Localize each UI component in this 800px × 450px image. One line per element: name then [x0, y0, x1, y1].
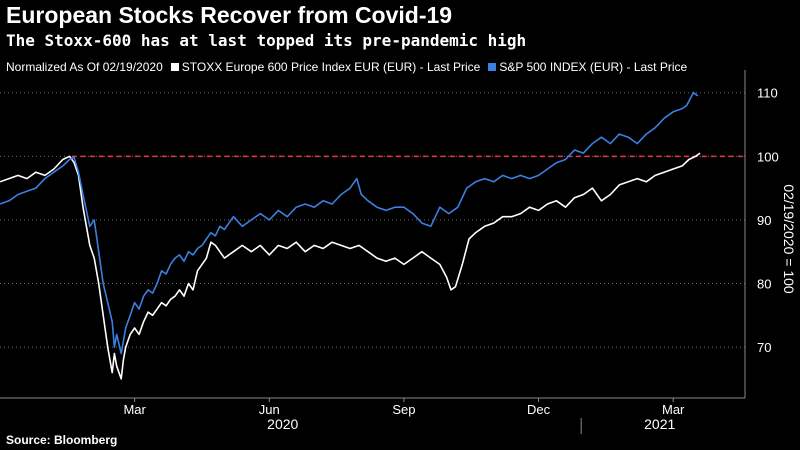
- x-tick-label-0: Mar: [123, 402, 146, 417]
- y-axis-label: 02/19/2020 = 100: [781, 184, 797, 294]
- y-tick-label-80: 80: [757, 277, 771, 292]
- year-label-2020: 2020: [267, 416, 298, 432]
- legend-swatch-stoxx: [170, 63, 179, 71]
- legend-swatch-sp500: [488, 63, 497, 71]
- x-tick-label-3: Dec: [527, 402, 551, 417]
- legend-label-stoxx: STOXX Europe 600 Price Index EUR (EUR) -…: [181, 60, 481, 74]
- chart-subtitle: The Stoxx-600 has at last topped its pre…: [6, 31, 527, 50]
- y-tick-label-110: 110: [757, 86, 778, 101]
- x-tick-label-1: Jun: [259, 402, 280, 417]
- series-line-sp500: [0, 91, 699, 355]
- legend-item-stoxx: STOXX Europe 600 Price Index EUR (EUR) -…: [170, 60, 481, 74]
- y-tick-label-100: 100: [757, 149, 779, 164]
- chart-legend: Normalized As Of 02/19/2020 STOXX Europe…: [6, 60, 687, 74]
- y-tick-label-70: 70: [757, 340, 771, 355]
- chart-title: European Stocks Recover from Covid-19: [6, 2, 453, 28]
- legend-label-sp500: S&P 500 INDEX (EUR) - Last Price: [499, 60, 688, 74]
- source-note: Source: Bloomberg: [6, 433, 118, 447]
- legend-item-sp500: S&P 500 INDEX (EUR) - Last Price: [488, 60, 687, 74]
- year-label-2021: 2021: [644, 416, 675, 432]
- y-tick-label-90: 90: [757, 213, 771, 228]
- legend-normalization-note: Normalized As Of 02/19/2020: [6, 60, 163, 74]
- x-tick-label-2: Sep: [392, 402, 415, 417]
- x-tick-label-4: Mar: [662, 402, 685, 417]
- series-line-stoxx: [0, 152, 701, 380]
